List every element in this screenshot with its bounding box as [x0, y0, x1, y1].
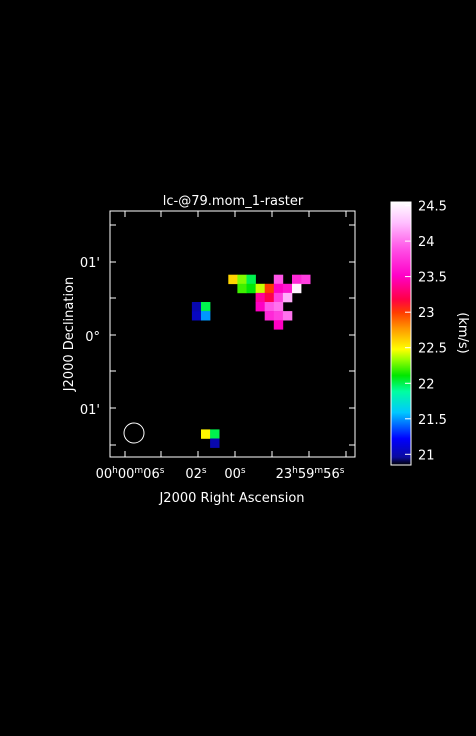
colorbar-tick-label-0: 24.5: [418, 200, 447, 215]
raster-pixel-6: [237, 283, 247, 294]
x-tick-3-seconds: 00: [224, 467, 241, 482]
colorbar-tick-label-5: 22: [418, 377, 435, 392]
x-tick-1-minutes: 00: [118, 467, 135, 482]
colorbar-tick-label-7: 21: [418, 448, 435, 463]
raster-pixel-8: [255, 283, 265, 294]
raster-pixel-20: [264, 302, 275, 312]
raster-pixel-0: [228, 274, 238, 285]
raster-pixel-30: [210, 438, 220, 448]
raster-pixel-4: [292, 274, 302, 285]
raster-pixel-1: [237, 274, 247, 285]
raster-pixel-27: [273, 320, 284, 330]
raster-pixel-15: [273, 292, 284, 303]
x-tick-label-4: 23h59m56s: [276, 466, 345, 482]
raster-pixel-13: [255, 292, 265, 303]
colorbar-frame: [390, 201, 412, 466]
y-axis-label: J2000 Declination: [62, 277, 77, 393]
x-tick-1-hours: 00: [96, 467, 113, 482]
raster-pixel-28: [201, 429, 211, 439]
colorbar-label: (km/s): [455, 312, 470, 354]
raster-pixel-22: [191, 311, 202, 321]
y-tick-label-3: 01': [80, 403, 100, 418]
colorbar-tick-label-4: 22.5: [418, 342, 447, 357]
raster-pixel-10: [273, 283, 284, 294]
raster-pixel-25: [273, 311, 284, 321]
colorbar-tick-label-2: 23.5: [418, 271, 447, 286]
raster-pixel-5: [301, 274, 311, 285]
x-tick-4-hours: 23: [276, 467, 293, 482]
colorbar-ticks: 24.5 24 23.5 23 22.5 22 21.5 21: [405, 200, 447, 463]
colorbar-tick-label-6: 21.5: [418, 413, 447, 428]
raster-pixel-3: [273, 274, 284, 285]
colorbar-tick-label-1: 24: [418, 235, 435, 250]
x-tick-4-seconds: 56: [323, 467, 340, 482]
plot-frame: [109, 210, 356, 458]
x-tick-label-3: 00s: [224, 466, 246, 482]
y-tick-label-2: 0°: [85, 330, 100, 345]
raster-pixel-18: [201, 302, 211, 312]
raster-pixel-14: [264, 292, 275, 303]
raster-pixels: [191, 274, 311, 448]
raster-pixel-12: [292, 283, 302, 294]
axis-tick-marks: [110, 211, 355, 457]
x-tick-2-seconds: 02: [185, 467, 202, 482]
raster-pixel-11: [282, 283, 293, 294]
chart-title: lc-@79.mom_1-raster: [163, 194, 304, 209]
raster-pixel-24: [264, 311, 275, 321]
raster-pixel-2: [246, 274, 256, 285]
x-tick-4-minutes: 59: [298, 467, 315, 482]
x-tick-label-2: 02s: [185, 466, 207, 482]
raster-pixel-19: [255, 302, 265, 312]
x-tick-label-1: 00h00m06s: [96, 466, 165, 482]
raster-pixel-29: [210, 429, 220, 439]
raster-pixel-9: [264, 283, 275, 294]
y-tick-label-1: 01': [80, 256, 100, 271]
raster-pixel-23: [201, 311, 211, 321]
x-axis-label: J2000 Right Ascension: [158, 491, 304, 506]
colorbar-gradient: [391, 202, 411, 465]
raster-pixel-17: [191, 302, 202, 312]
raster-pixel-21: [273, 302, 284, 312]
raster-pixel-16: [282, 292, 293, 303]
beam-ellipse: [123, 422, 145, 444]
colorbar-tick-label-3: 23: [418, 306, 435, 321]
raster-pixel-26: [282, 311, 293, 321]
raster-pixel-7: [246, 283, 256, 294]
x-tick-1-seconds: 06: [143, 467, 160, 482]
